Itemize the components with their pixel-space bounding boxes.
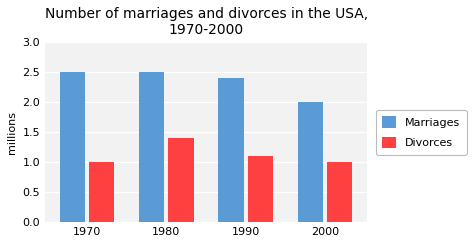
Bar (298, 102, 323, 222)
Bar (139, 72, 164, 222)
Bar (89, 162, 114, 222)
Bar (168, 138, 194, 222)
Bar (219, 78, 244, 222)
Title: Number of marriages and divorces in the USA,
1970-2000: Number of marriages and divorces in the … (45, 7, 368, 37)
Bar (327, 162, 352, 222)
Legend: Marriages, Divorces: Marriages, Divorces (376, 110, 466, 155)
Bar (60, 72, 85, 222)
Y-axis label: millions: millions (7, 111, 17, 154)
Bar (248, 156, 273, 222)
